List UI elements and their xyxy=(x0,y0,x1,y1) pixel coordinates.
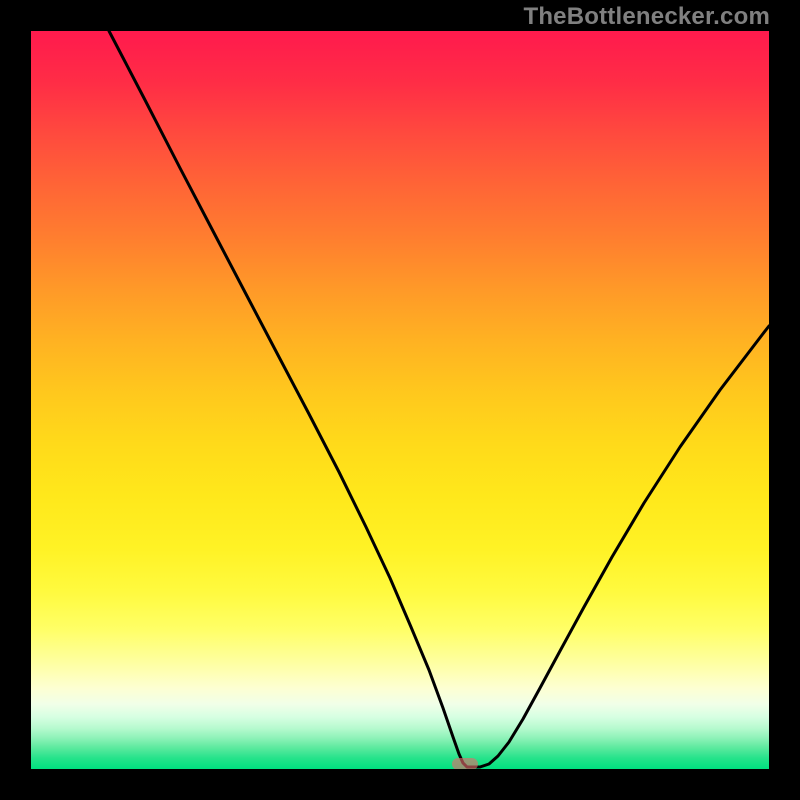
plot-area xyxy=(31,31,769,769)
heatmap-band xyxy=(31,83,769,134)
heatmap-band xyxy=(31,444,769,496)
heatmap-band xyxy=(31,341,769,393)
heatmap-band xyxy=(31,717,769,728)
heatmap-band xyxy=(31,393,769,444)
heatmap-band xyxy=(31,747,769,758)
watermark-text: TheBottlenecker.com xyxy=(523,3,770,31)
heatmap-band xyxy=(31,186,769,238)
frame-border xyxy=(769,0,800,800)
heatmap-band xyxy=(31,738,769,747)
heatmap-band xyxy=(31,31,769,83)
chart-stage: TheBottlenecker.com xyxy=(0,0,800,800)
heatmap-band xyxy=(31,134,769,186)
heatmap-band xyxy=(31,704,769,717)
heatmap-band xyxy=(31,289,769,341)
heatmap-band xyxy=(31,629,769,662)
frame-border xyxy=(0,769,800,800)
heatmap-band xyxy=(31,728,769,738)
heatmap-band xyxy=(31,548,769,592)
heatmap-band xyxy=(31,238,769,289)
frame-border xyxy=(0,0,31,800)
heatmap-band xyxy=(31,758,769,769)
heatmap-band xyxy=(31,496,769,548)
heatmap-band xyxy=(31,592,769,629)
heatmap-band xyxy=(31,688,769,704)
heatmap-band xyxy=(31,662,769,688)
